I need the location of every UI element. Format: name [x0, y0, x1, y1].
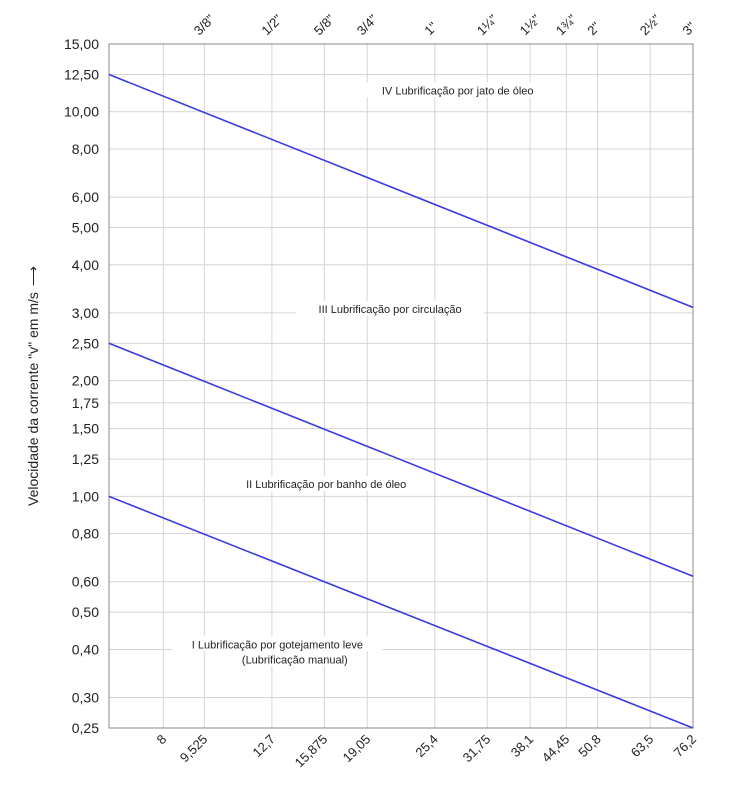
plot-area: [109, 44, 693, 728]
region-label-bg: [226, 476, 426, 492]
x-tick-label-top: 2½": [637, 11, 664, 38]
y-tick-label: 1,50: [72, 421, 99, 437]
x-tick-labels-bottom: 8 9,525 12,7 15,875 19,05 25,4 31,75 38,1 44,45 5…: [154, 732, 699, 771]
region-label: (Lubrificação manual): [242, 654, 348, 666]
x-tick-label-bottom: 15,875: [292, 732, 331, 771]
y-tick-label: 6,00: [72, 189, 99, 205]
region-label-bg: [229, 651, 361, 667]
region-label-bg: [296, 301, 484, 317]
x-tick-label-top: 2": [584, 19, 603, 38]
x-tick-label-bottom: 12,7: [250, 732, 279, 761]
y-axis-label: Velocidade da corrente "v" em m/s⟶: [25, 266, 41, 506]
y-tick-label: 0,30: [72, 690, 99, 706]
y-tick-label: 2,50: [72, 335, 99, 351]
y-tick-label: 10,00: [64, 104, 99, 120]
y-tick-label: 4,00: [72, 257, 99, 273]
x-tick-label-bottom: 31,75: [460, 732, 494, 766]
series-line: [108, 342, 694, 578]
x-tick-label-bottom: 63,5: [628, 732, 657, 761]
x-tick-label-top: 3/4": [354, 11, 381, 38]
x-tick-label-bottom: 44,45: [539, 732, 573, 766]
y-tick-label: 3,00: [72, 305, 99, 321]
series-line: [108, 73, 694, 309]
x-tick-label-top: 3": [680, 19, 699, 38]
y-tick-label: 1,75: [72, 395, 99, 411]
region-labels: IV Lubrificação por jato de óleo III Lubr…: [172, 82, 555, 667]
y-tick-label: 1,00: [72, 488, 99, 504]
x-tick-label-bottom: 25,4: [412, 732, 441, 761]
y-tick-label: 0,60: [72, 574, 99, 590]
y-tick-label: 12,50: [64, 66, 99, 82]
region-label: III Lubrificação por circulação: [319, 304, 462, 316]
region-label: I Lubrificação por gotejamento leve: [192, 639, 363, 651]
region-label: IV Lubrificação por jato de óleo: [382, 85, 534, 97]
x-tick-labels-top: 3/8" 1/2" 5/8" 3/4" 1" 1¼" 1½" 1¾" 2" 2½" 3": [191, 11, 699, 38]
x-tick-label-bottom: 19,05: [340, 732, 374, 766]
x-tick-label-bottom: 38,1: [508, 732, 537, 761]
region-label-bg: [172, 636, 383, 652]
x-tick-label-bottom: 76,2: [671, 732, 700, 761]
y-tick-label: 8,00: [72, 141, 99, 157]
x-tick-label-top: 3/8": [191, 11, 218, 38]
x-tick-label-bottom: 8: [154, 732, 170, 748]
y-tick-label: 0,80: [72, 526, 99, 542]
x-tick-label-bottom: 50,8: [575, 732, 604, 761]
x-tick-label-top: 1": [421, 19, 440, 38]
y-tick-label: 0,50: [72, 604, 99, 620]
x-tick-label-top: 1/2": [258, 11, 285, 38]
region-label: II Lubrificação por banho de óleo: [246, 479, 406, 491]
x-tick-label-top: 1¼": [474, 11, 501, 38]
y-tick-label: 15,00: [64, 36, 99, 52]
x-tick-label-top: 1½": [517, 11, 544, 38]
plot-frame: [108, 43, 694, 729]
y-tick-label: 0,25: [72, 720, 99, 736]
y-tick-labels: 15,00 12,50 10,00 8,00 6,00 5,00 4,00 3,00 2,50 2…: [64, 36, 99, 736]
region-label-bg: [361, 82, 555, 98]
x-tick-label-top: 1¾": [553, 11, 580, 38]
series-line: [108, 495, 694, 729]
y-tick-label: 2,00: [72, 373, 99, 389]
y-tick-label: 0,40: [72, 641, 99, 657]
series-lines: [108, 73, 694, 729]
y-tick-label: 5,00: [72, 220, 99, 236]
y-tick-label: 1,25: [72, 451, 99, 467]
x-tick-label-bottom: 9,525: [177, 732, 211, 766]
x-tick-label-top: 5/8": [311, 11, 338, 38]
